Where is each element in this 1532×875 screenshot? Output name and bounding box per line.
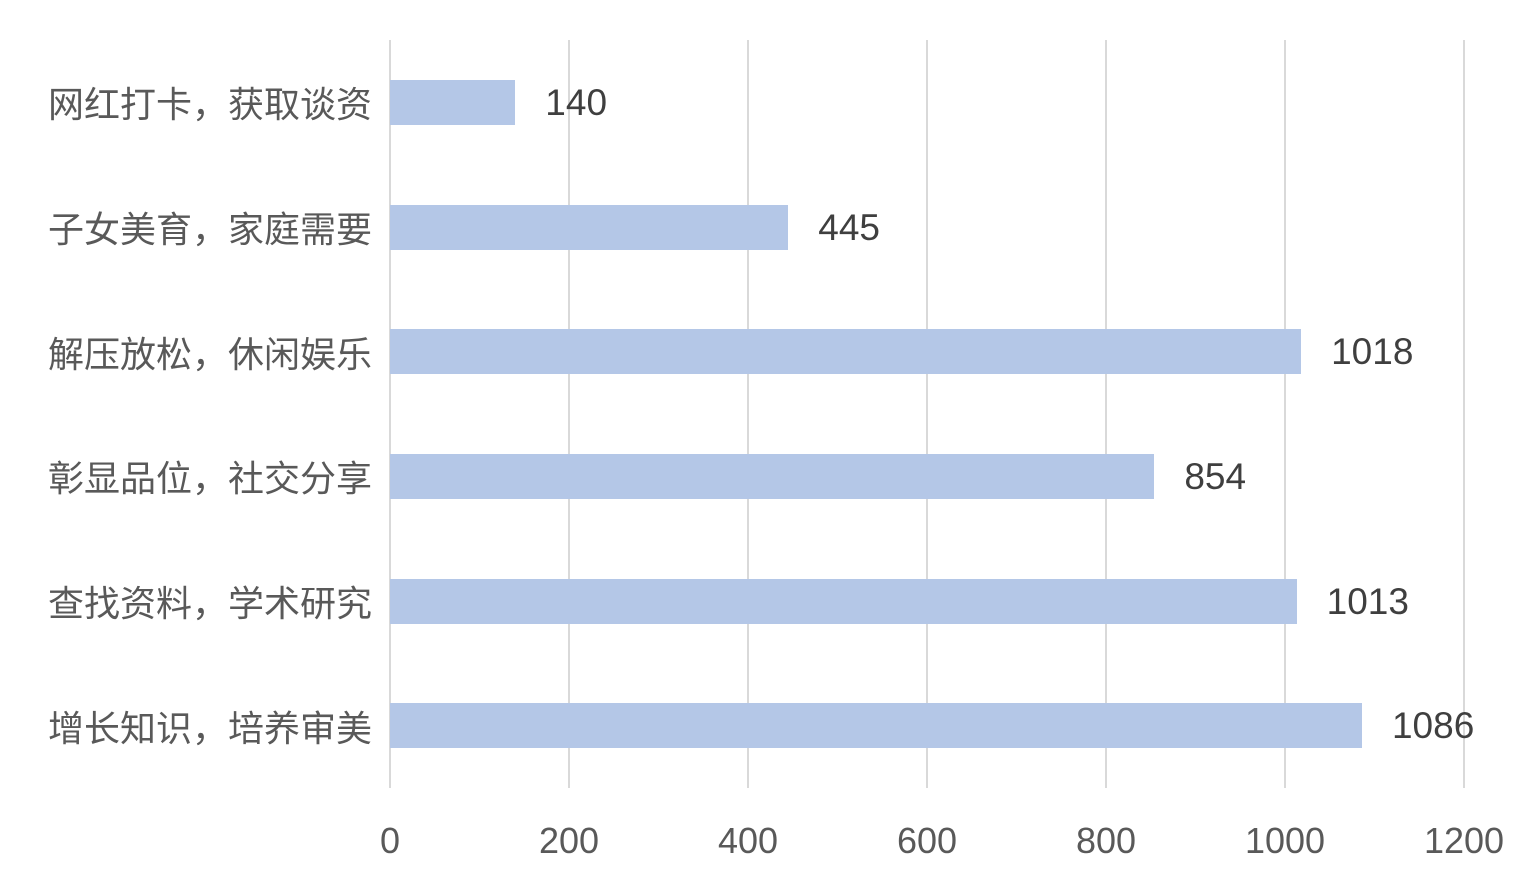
x-tick-label-0: 0: [379, 820, 401, 861]
bar-0: [390, 79, 516, 125]
category-label-2: 解压放松，休闲娱乐: [47, 333, 372, 375]
bar-1: [390, 204, 789, 250]
bar-2: [390, 329, 1302, 375]
value-label-1: 445: [818, 206, 880, 248]
gridline-x-200: [568, 40, 570, 788]
value-label-4: 1013: [1326, 580, 1409, 622]
bar-3: [390, 453, 1155, 499]
x-tick-label-800: 800: [1075, 820, 1137, 861]
gridline-x-800: [1105, 40, 1107, 788]
value-label-0: 140: [545, 81, 608, 123]
x-tick-label-400: 400: [717, 820, 779, 861]
gridline-x-1000: [1284, 40, 1286, 788]
category-label-5: 增长知识，培养审美: [47, 707, 372, 749]
category-label-1: 子女美育，家庭需要: [47, 208, 372, 250]
category-label-3: 彰显品位，社交分享: [47, 458, 372, 500]
bar-4: [390, 578, 1297, 624]
x-tick-label-1200: 1200: [1423, 820, 1505, 861]
value-label-2: 1018: [1331, 331, 1414, 373]
x-tick-label-600: 600: [896, 820, 958, 861]
value-label-5: 1086: [1391, 705, 1475, 747]
category-label-0: 网红打卡，获取谈资: [47, 84, 372, 126]
gridline-x-600: [926, 40, 928, 788]
gridline-x-0: [389, 40, 391, 788]
x-tick-label-200: 200: [538, 820, 600, 861]
gridline-x-400: [747, 40, 749, 788]
bar-5: [390, 703, 1362, 749]
gridline-x-1200: [1463, 40, 1465, 788]
value-label-3: 854: [1184, 455, 1247, 497]
category-label-4: 查找资料，学术研究: [47, 582, 372, 624]
x-tick-label-1000: 1000: [1244, 820, 1326, 861]
